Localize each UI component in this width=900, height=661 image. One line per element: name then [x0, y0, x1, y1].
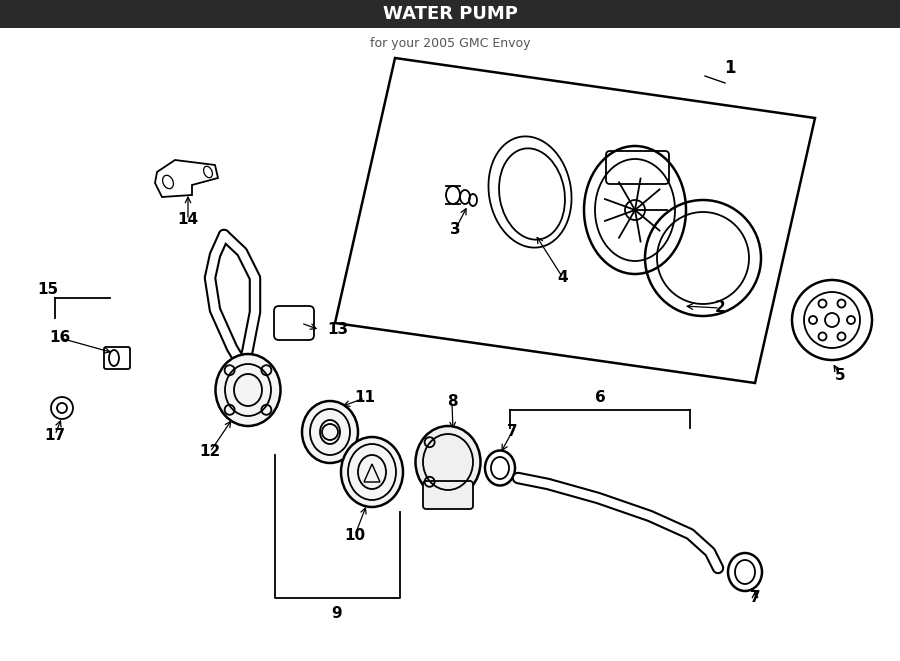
Text: 11: 11	[355, 391, 375, 405]
Ellipse shape	[341, 437, 403, 507]
Ellipse shape	[215, 354, 281, 426]
Text: 17: 17	[44, 428, 66, 442]
Text: 1: 1	[724, 59, 736, 77]
Text: 14: 14	[177, 212, 199, 227]
Text: 10: 10	[345, 527, 365, 543]
Text: WATER PUMP: WATER PUMP	[382, 5, 518, 23]
Circle shape	[625, 200, 645, 220]
Text: 5: 5	[834, 368, 845, 383]
Text: 15: 15	[38, 282, 58, 297]
Text: 13: 13	[328, 323, 348, 338]
Text: 7: 7	[507, 424, 517, 440]
Text: 6: 6	[595, 391, 606, 405]
Text: for your 2005 GMC Envoy: for your 2005 GMC Envoy	[370, 36, 530, 50]
Text: 12: 12	[200, 444, 220, 459]
Text: 8: 8	[446, 395, 457, 410]
Text: 7: 7	[750, 590, 760, 605]
Text: 9: 9	[332, 607, 342, 621]
Ellipse shape	[302, 401, 358, 463]
Text: 3: 3	[450, 223, 460, 237]
FancyBboxPatch shape	[0, 0, 900, 28]
Text: 16: 16	[50, 330, 70, 346]
Ellipse shape	[416, 426, 481, 498]
Text: 2: 2	[715, 301, 725, 315]
Text: 4: 4	[558, 270, 568, 286]
FancyBboxPatch shape	[423, 481, 473, 509]
